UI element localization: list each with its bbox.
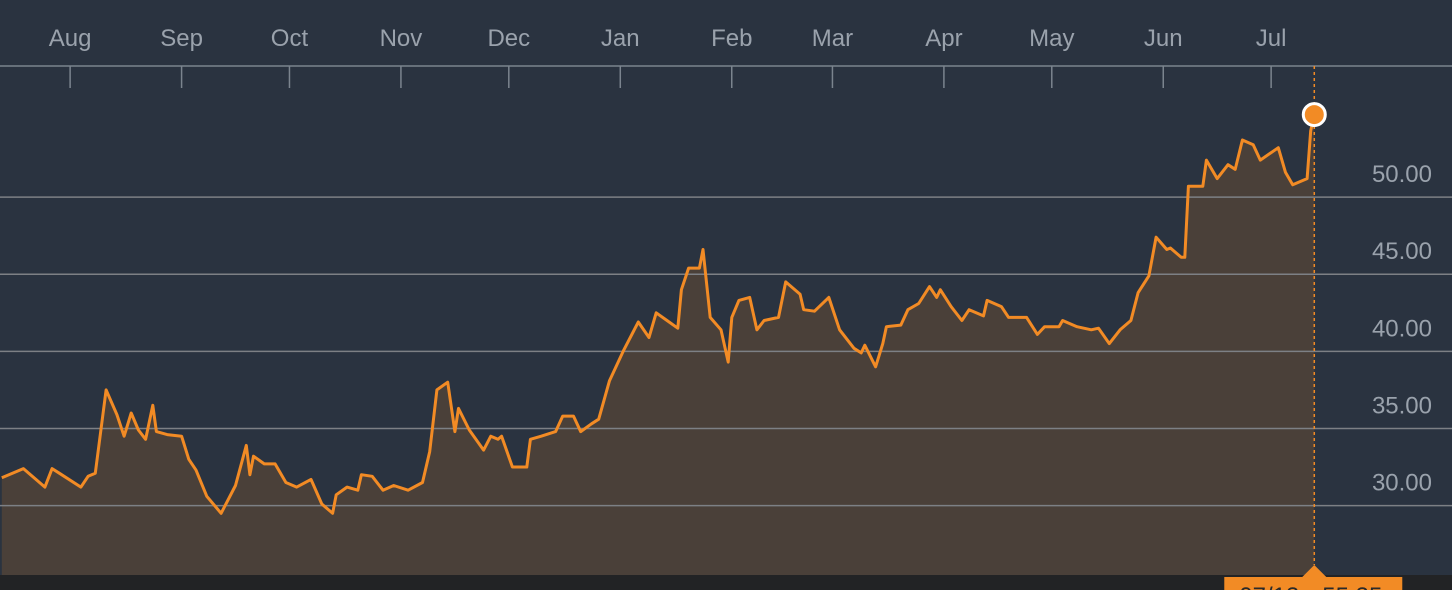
y-tick-label: 50.00 [1372, 161, 1432, 188]
y-tick-label: 30.00 [1372, 470, 1432, 497]
x-tick-label: Sep [160, 25, 203, 52]
x-tick-label: Jan [601, 25, 640, 52]
x-tick-label: Apr [925, 25, 962, 52]
x-tick-label: Jun [1144, 25, 1183, 52]
x-tick-label: May [1029, 25, 1074, 52]
x-tick-label: Mar [812, 25, 853, 52]
tooltip-value: 55.35 [1322, 583, 1382, 590]
tooltip-pointer [1302, 565, 1327, 577]
x-tick-label: Feb [711, 25, 752, 52]
cursor-dot [1301, 102, 1327, 128]
x-tick-label: Oct [271, 25, 309, 52]
tooltip [1224, 577, 1403, 590]
y-tick-label: 40.00 [1372, 315, 1432, 342]
x-tick-label: Aug [49, 25, 92, 52]
x-tick-label: Dec [487, 25, 530, 52]
x-tick-label: Nov [380, 25, 423, 52]
line [1, 114, 1316, 515]
y-tick-label: 35.00 [1372, 392, 1432, 419]
area [1, 114, 1315, 575]
bottom-strip [0, 575, 1452, 590]
y-tick-label: 45.00 [1372, 238, 1432, 265]
x-tick-label: Jul [1256, 25, 1287, 52]
tooltip-date: 07/13 [1239, 583, 1299, 590]
